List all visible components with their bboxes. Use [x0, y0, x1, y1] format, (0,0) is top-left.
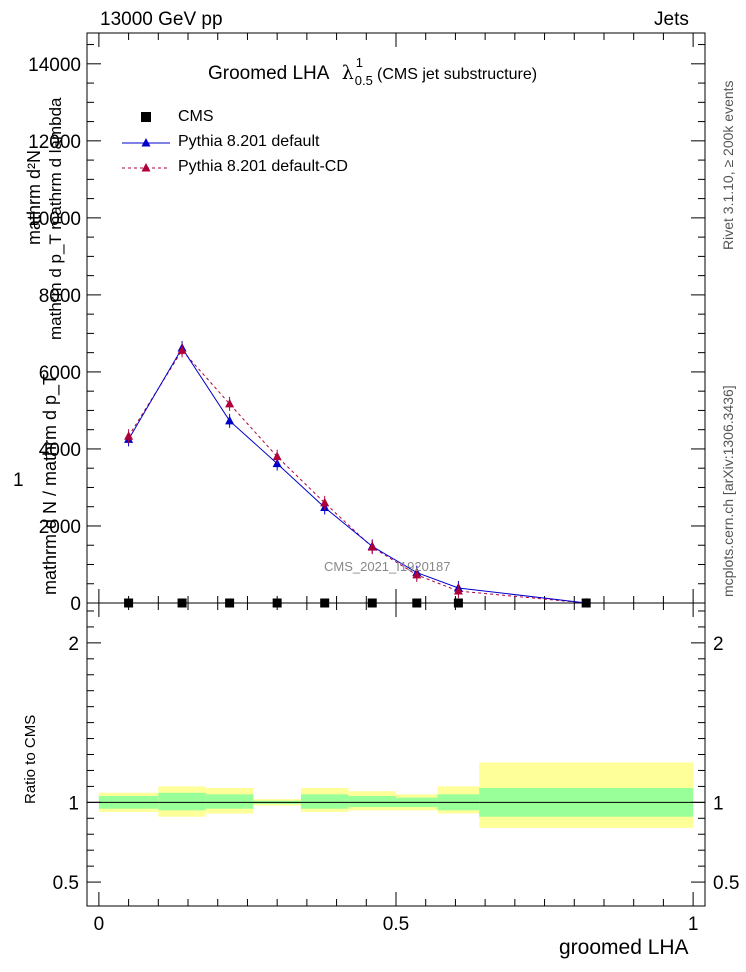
- marker-default-cd: [320, 497, 330, 507]
- ratio-band-inner: [348, 795, 396, 808]
- ytick-label: 12000: [28, 132, 81, 153]
- ylabel-outer-numerator: mathrm d N / mathrm d p_T: [40, 373, 60, 595]
- ylabel-frac-numerator: mathrm d²N: [24, 149, 44, 245]
- ylabel-prefix: 1: [13, 470, 24, 491]
- ytick-label: 14000: [28, 55, 81, 76]
- xtick-label: 0.5: [383, 914, 409, 935]
- ratio-ytick-label: 0.5: [53, 873, 79, 894]
- upper-axes: 0 2000 4000 6000 8000 10000 12000 14000: [28, 32, 706, 615]
- series-line-default-cd: [128, 349, 587, 604]
- mcplots-label: mcplots.cern.ch [arXiv:1306.3436]: [720, 385, 736, 597]
- marker-cms: [320, 598, 330, 608]
- ratio-frame: [86, 602, 706, 907]
- ratio-band-inner: [158, 792, 206, 811]
- ratio-band-inner: [205, 794, 254, 809]
- ratio-axes: 0 0.5 1 0.5 0.5 1 1 2 2: [53, 602, 739, 935]
- ratio-ytick-label-right: 1: [713, 793, 724, 814]
- xtick-label: 1: [688, 914, 699, 935]
- title-sub: 0.5: [354, 73, 373, 88]
- marker-cms: [225, 598, 235, 608]
- ratio-bands: [87, 762, 705, 828]
- marker-default-cd: [124, 431, 134, 440]
- marker-default-cd: [272, 451, 282, 461]
- marker-default-cd: [412, 569, 422, 579]
- legend-marks: [122, 112, 170, 172]
- legend-pythia-default: Pythia 8.201 default: [178, 133, 320, 150]
- marker-cms: [581, 598, 591, 608]
- title-main: Groomed LHA: [208, 63, 329, 84]
- marker-cms: [272, 598, 282, 608]
- marker-default-cd: [367, 542, 377, 551]
- legend-mark-cms: [141, 112, 151, 122]
- ratio-ytick-label-right: 2: [713, 634, 724, 655]
- ytick-label: 0: [70, 594, 81, 615]
- legend-cms: CMS: [178, 108, 214, 125]
- ratio-ytick-label: 2: [68, 634, 79, 655]
- analysis-id-watermark: CMS_2021_I1920187: [324, 559, 451, 574]
- ylabel-frac-denominator: mathrm d p_T mathrm d lambda: [46, 97, 65, 341]
- marker-default-cd: [177, 345, 187, 354]
- ratio-band-inner: [300, 794, 349, 809]
- legend-marker-default: [141, 138, 151, 147]
- ytick-label: 4000: [39, 440, 81, 461]
- marker-default-cd: [225, 398, 235, 408]
- ratio-ytick-label-right: 0.5: [713, 873, 739, 894]
- marker-cms: [367, 598, 377, 608]
- xtick-label: 0: [94, 914, 105, 935]
- plot-title: Groomed LHA λ 1 0.5 (CMS jet substructure): [208, 55, 538, 88]
- legend-marker-default-cd: [141, 163, 151, 172]
- ytick-label: 10000: [28, 209, 81, 230]
- ytick-label: 2000: [39, 517, 81, 538]
- upper-marks: [124, 341, 591, 608]
- marker-cms: [412, 598, 422, 608]
- marker-default: [225, 415, 235, 425]
- title-suffix: (CMS jet substructure): [377, 66, 538, 83]
- marker-cms: [453, 598, 463, 608]
- ratio-ytick-label: 1: [68, 793, 79, 814]
- ytick-label: 6000: [39, 363, 81, 384]
- legend-pythia-default-cd: Pythia 8.201 default-CD: [178, 158, 348, 175]
- title-symbol: λ: [341, 62, 354, 84]
- header-process: 13000 GeV pp: [100, 9, 223, 30]
- marker-cms: [177, 598, 187, 608]
- title-sup: 1: [355, 55, 363, 70]
- ytick-label: 8000: [39, 286, 81, 307]
- xlabel: groomed LHA: [559, 936, 689, 959]
- header-category: Jets: [654, 9, 689, 30]
- rivet-label: Rivet 3.1.10, ≥ 200k events: [720, 80, 736, 250]
- marker-cms: [124, 598, 134, 608]
- ratio-ylabel: Ratio to CMS: [22, 714, 39, 804]
- marker-default-cd: [453, 586, 463, 595]
